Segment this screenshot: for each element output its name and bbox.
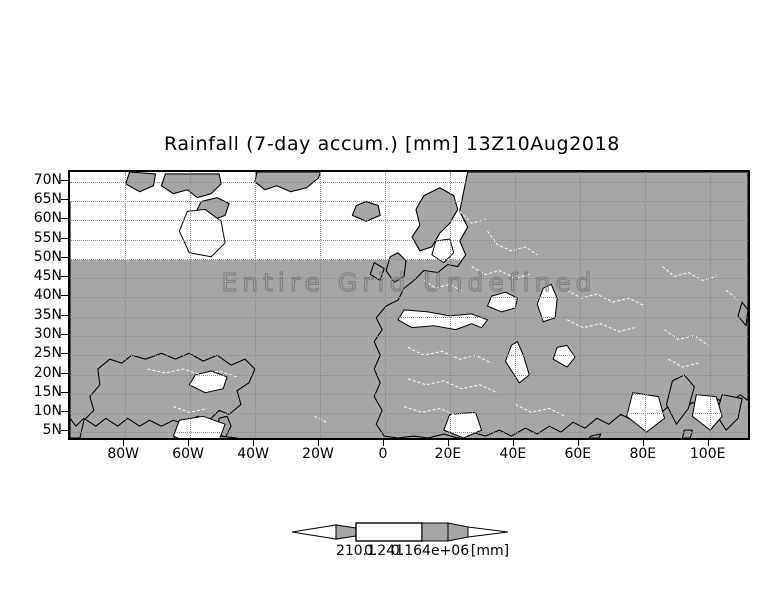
- y-axis-tick: [61, 295, 68, 297]
- x-axis-tick: [642, 440, 644, 446]
- y-axis-label: 30N: [33, 325, 62, 342]
- page-title: Rainfall (7-day accum.) [mm] 13Z10Aug201…: [164, 133, 620, 155]
- x-axis-label: 20W: [302, 446, 334, 462]
- y-axis: 70N 65N 60N 55N 50N 45N 40N 35N 30N 25N …: [0, 170, 784, 440]
- gridline-vertical: [385, 172, 386, 438]
- gridline-horizontal: [70, 432, 748, 434]
- gridline-vertical: [320, 172, 321, 438]
- gridline-horizontal: [70, 258, 748, 260]
- colorbar-segment: [355, 522, 423, 542]
- y-axis-label: 5N: [42, 422, 62, 439]
- gridline-horizontal: [70, 239, 748, 241]
- x-axis-label: 100E: [689, 446, 726, 462]
- gridline-horizontal: [70, 297, 748, 299]
- y-axis-tick: [61, 353, 68, 355]
- y-axis-tick: [61, 218, 68, 220]
- y-axis-label: 10N: [33, 403, 62, 420]
- x-axis-tick: [188, 440, 190, 446]
- colorbar-segment: [421, 522, 449, 542]
- y-axis-tick: [61, 237, 68, 239]
- gridline-horizontal: [70, 335, 748, 337]
- x-axis-label: 60W: [172, 446, 204, 462]
- y-axis-label: 70N: [33, 171, 62, 188]
- colorbar-swatches: [292, 522, 508, 542]
- y-axis-tick: [61, 314, 68, 316]
- colorbar-cap-left: [292, 524, 337, 540]
- gridline-horizontal: [70, 220, 748, 222]
- colorbar: [292, 519, 508, 545]
- x-axis-label: 60E: [564, 446, 592, 462]
- colorbar-segment: [335, 524, 357, 540]
- y-axis-tick: [61, 411, 68, 413]
- gridline-vertical: [709, 172, 711, 438]
- y-axis-tick: [61, 372, 68, 374]
- y-axis-label: 15N: [33, 383, 62, 400]
- y-axis-label: 60N: [33, 210, 62, 227]
- colorbar-labels: 210.1 0.241 0.164e+06 [mm]: [0, 543, 784, 561]
- colorbar-tick-label: 0.241: [363, 543, 405, 559]
- x-axis-tick: [707, 440, 709, 446]
- y-axis-tick: [61, 179, 68, 181]
- gridline-horizontal: [70, 200, 748, 202]
- y-axis-label: 25N: [33, 345, 62, 362]
- gridline-vertical: [125, 172, 127, 438]
- x-axis-label: 40W: [237, 446, 269, 462]
- y-axis-tick: [61, 391, 68, 393]
- colorbar-tick-label: 0.164e+06: [390, 543, 470, 559]
- x-axis: 80W 60W 40W 20W 0 20E 40E 60E 80E 100E: [0, 440, 784, 468]
- x-axis-tick: [447, 440, 449, 446]
- y-axis-tick: [61, 276, 68, 278]
- colorbar-units-label: [mm]: [470, 543, 510, 559]
- gridline-vertical: [449, 172, 451, 438]
- y-axis-label: 35N: [33, 306, 62, 323]
- x-axis-tick: [512, 440, 514, 446]
- y-axis-label: 40N: [33, 287, 62, 304]
- x-axis-label: 80W: [107, 446, 140, 462]
- y-axis-label: 20N: [33, 364, 62, 381]
- gridline-horizontal: [70, 374, 748, 376]
- y-axis-label: 50N: [33, 248, 62, 265]
- y-axis-tick: [61, 256, 68, 258]
- gridline-horizontal: [70, 355, 748, 357]
- gridline-horizontal: [70, 316, 748, 318]
- gridline-vertical: [255, 172, 257, 438]
- x-axis-label: 80E: [629, 446, 657, 462]
- x-axis-label: 20E: [434, 446, 462, 462]
- map-plot-area: Entire Grid Undefined: [68, 170, 750, 440]
- x-axis-tick: [318, 440, 319, 446]
- x-axis-label: 40E: [499, 446, 527, 462]
- y-axis-label: 55N: [33, 229, 62, 246]
- y-axis-tick: [61, 198, 68, 200]
- x-axis-tick: [253, 440, 255, 446]
- colorbar-cap-right: [467, 526, 508, 538]
- world-coastline-map: [70, 172, 748, 438]
- y-axis-tick: [61, 333, 68, 335]
- x-axis-tick: [383, 440, 384, 446]
- gridline-vertical: [190, 172, 192, 438]
- gridline-horizontal: [70, 181, 748, 183]
- gridline-vertical: [579, 172, 581, 438]
- gridline-horizontal: [70, 393, 748, 395]
- x-axis-tick: [123, 440, 125, 446]
- gridline-horizontal: [70, 413, 748, 415]
- y-axis-label: 65N: [33, 190, 62, 207]
- y-axis-tick: [61, 430, 68, 432]
- colorbar-tick-label: 210.1: [335, 543, 377, 559]
- x-axis-tick: [577, 440, 579, 446]
- gridline-vertical: [644, 172, 646, 438]
- y-axis-label: 45N: [33, 268, 62, 285]
- gridline-vertical: [514, 172, 516, 438]
- gridline-horizontal: [70, 278, 748, 280]
- x-axis-label: 0: [378, 446, 388, 462]
- colorbar-segment: [447, 522, 469, 542]
